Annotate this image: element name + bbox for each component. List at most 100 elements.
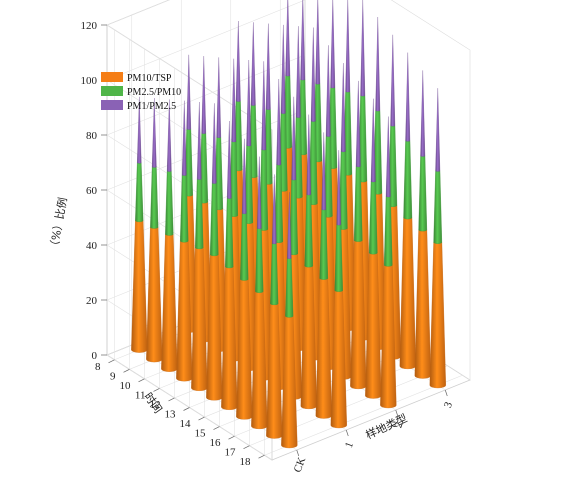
cone-segment-pm10-tsp [300,265,317,410]
cone-segment-pm10-tsp [236,278,253,420]
z-tick-label: 80 [86,130,98,142]
cone-16-1 [300,114,317,410]
cone-segment-pm1-pm2-5 [285,0,291,77]
y-tick-label: 12 [150,399,161,411]
cone-18-1 [330,150,347,429]
cone-segment-pm1-pm2-5 [216,57,222,138]
cone-segment-pm1-pm2-5 [295,26,301,118]
cone-segment-pm1-pm2-5 [300,0,306,81]
x-tick-mark [296,449,300,457]
cone-segment-pm1-pm2-5 [181,100,187,176]
x-tick-mark [444,389,448,397]
y-tick-label: 18 [240,456,252,468]
cone-segment-pm1-pm2-5 [345,0,351,93]
cone-segment-pm1-pm2-5 [355,80,361,168]
y-tick-label: 10 [120,380,132,392]
cone-segment-pm1-pm2-5 [256,156,262,229]
y-tick-label: 15 [195,428,207,440]
cone-segment-pm10-tsp [350,240,367,390]
y-tick-mark [123,369,130,373]
cone-17-1 [315,132,332,419]
chart-cones [131,0,446,449]
cone-segment-pm1-pm2-5 [265,23,271,110]
cone-segment-pm1-pm2-5 [151,98,157,168]
y-tick-mark [168,397,175,402]
cone-segment-pm10-tsp [429,242,446,389]
cone-segment-pm2-5-pm10 [418,155,428,232]
cone-10-CK [161,99,178,372]
z-tick-label: 60 [86,185,98,197]
y-axis-title: 时间 [141,390,164,415]
cone-18-CK [281,192,298,449]
cone-segment-pm1-pm2-5 [196,101,202,180]
cone-segment-pm10-tsp [176,240,193,382]
cone-segment-pm2-5-pm10 [285,258,294,318]
cone-segment-pm1-pm2-5 [287,192,292,259]
cone-segment-pm1-pm2-5 [261,61,267,151]
cone-segment-pm10-tsp [251,291,268,430]
y-tick-mark [213,426,220,430]
cone-segment-pm10-tsp [191,247,208,391]
cone-17-CK [266,174,283,439]
cone-segment-pm1-pm2-5 [375,16,381,112]
z-tick-label: 40 [86,240,98,252]
cone-segment-pm10-tsp [365,252,382,399]
z-axis-title: （%）比例 [46,196,69,252]
cone-segment-pm10-tsp [414,229,431,379]
back-gridline [106,0,306,81]
y-tick-mark [243,445,250,449]
cone-segment-pm2-5-pm10 [403,140,413,220]
cone-segment-pm1-pm2-5 [291,96,297,181]
cone-segment-pm1-pm2-5 [321,132,327,211]
y-tick-mark [138,378,145,383]
cone-segment-pm1-pm2-5 [276,78,282,166]
x-tick-label: 2 [392,420,405,429]
cone-segment-pm1-pm2-5 [231,58,237,143]
cone-segment-pm10-tsp [146,227,163,363]
cone-9-CK [146,98,163,363]
cone-16-2 [350,80,367,390]
z-tick-label: 100 [81,75,98,87]
cone-segment-pm2-5-pm10 [255,227,264,293]
cone-segment-pm1-pm2-5 [325,45,331,137]
x-tick-mark [395,409,399,417]
cone-segment-pm2-5-pm10 [240,212,249,281]
cone-segment-pm1-pm2-5 [315,0,321,85]
cone-segment-pm1-pm2-5 [360,0,366,97]
y-tick-label: 8 [95,361,101,373]
cone-segment-pm2-5-pm10 [209,182,219,257]
cone-segment-pm2-5-pm10 [165,170,174,236]
y-tick-label: 11 [135,389,146,401]
legend-entry-label: PM2.5/PM10 [127,87,181,98]
cone-segment-pm1-pm2-5 [241,138,247,214]
cone-segment-pm2-5-pm10 [368,181,378,255]
cone-segment-pm1-pm2-5 [166,99,172,172]
cone-17-2 [365,98,382,399]
cone-segment-pm1-pm2-5 [385,116,391,198]
cone-segment-pm10-tsp [281,315,298,449]
cone-segment-pm1-pm2-5 [280,24,286,114]
legend-swatch [101,86,123,96]
cone-segment-pm10-tsp [399,217,416,370]
x-tick-label: CK [292,456,309,475]
cone-segment-pm2-5-pm10 [180,174,189,243]
y-tick-mark [198,416,205,421]
legend-swatch [101,100,123,110]
cone-segment-pm1-pm2-5 [370,98,376,183]
back-gridline [106,0,170,26]
floor-gridline [264,374,463,456]
cone-segment-pm1-pm2-5 [137,96,142,164]
cone-segment-pm10-tsp [266,303,283,439]
cone-17-3 [414,70,431,379]
cone-13-CK [206,103,223,401]
legend-swatch [101,72,123,82]
cone-segment-pm1-pm2-5 [271,174,277,245]
cone-segment-pm1-pm2-5 [250,22,256,106]
cone-segment-pm1-pm2-5 [310,27,316,122]
cone-segment-pm1-pm2-5 [390,34,396,127]
cone-segment-pm2-5-pm10 [150,166,159,229]
cone-segment-pm1-pm2-5 [201,56,207,134]
x-tick-label: 1 [343,440,356,449]
z-tick-label: 20 [86,295,98,307]
cone-segment-pm1-pm2-5 [340,63,346,153]
